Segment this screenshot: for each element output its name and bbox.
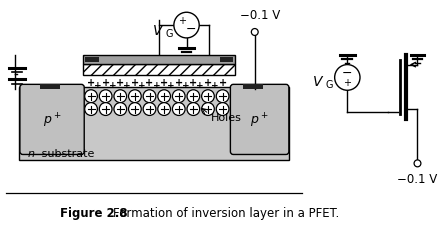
Bar xyxy=(83,56,235,64)
Text: +: + xyxy=(109,81,116,90)
Text: +: + xyxy=(152,81,160,90)
Text: +: + xyxy=(182,81,189,90)
Circle shape xyxy=(158,103,171,116)
Text: +: + xyxy=(145,78,153,88)
Text: $p^+$: $p^+$ xyxy=(43,111,61,129)
Circle shape xyxy=(202,103,214,116)
Text: +: + xyxy=(123,81,131,90)
Circle shape xyxy=(143,90,156,103)
Text: +: + xyxy=(178,16,186,26)
Text: −: − xyxy=(342,67,353,80)
Text: +: + xyxy=(102,78,110,88)
Circle shape xyxy=(187,90,200,103)
Text: +: + xyxy=(160,78,168,88)
Circle shape xyxy=(172,103,185,116)
Bar xyxy=(19,88,289,161)
FancyBboxPatch shape xyxy=(230,85,289,155)
Bar xyxy=(243,85,263,90)
Circle shape xyxy=(216,90,229,103)
Circle shape xyxy=(335,65,360,91)
Text: $V$: $V$ xyxy=(152,24,164,38)
Text: +: + xyxy=(204,78,212,88)
Text: G: G xyxy=(165,29,173,39)
Bar xyxy=(85,57,99,62)
Text: –substrate: –substrate xyxy=(37,149,95,159)
Circle shape xyxy=(99,103,112,116)
Text: +: + xyxy=(218,78,227,88)
Text: −0.1 V: −0.1 V xyxy=(240,9,280,22)
Text: $n$: $n$ xyxy=(27,149,35,159)
Text: $p^+$: $p^+$ xyxy=(250,111,269,129)
Circle shape xyxy=(187,103,200,116)
Circle shape xyxy=(129,103,141,116)
Text: $V$: $V$ xyxy=(312,75,324,89)
Bar xyxy=(40,85,60,90)
Circle shape xyxy=(174,13,199,39)
Circle shape xyxy=(85,90,97,103)
Text: Holes: Holes xyxy=(211,112,242,122)
Circle shape xyxy=(216,103,229,116)
Circle shape xyxy=(414,160,421,167)
Text: −0.1 V: −0.1 V xyxy=(397,172,438,185)
Circle shape xyxy=(202,90,214,103)
Text: +: + xyxy=(211,81,219,90)
Circle shape xyxy=(99,90,112,103)
FancyBboxPatch shape xyxy=(20,85,84,155)
Circle shape xyxy=(172,90,185,103)
Circle shape xyxy=(143,103,156,116)
Circle shape xyxy=(158,90,171,103)
Text: +: + xyxy=(343,78,351,88)
Text: +: + xyxy=(189,78,198,88)
Bar xyxy=(83,64,235,76)
Text: +: + xyxy=(196,81,204,90)
Circle shape xyxy=(251,29,258,36)
Circle shape xyxy=(129,90,141,103)
Text: Formation of inversion layer in a PFET.: Formation of inversion layer in a PFET. xyxy=(114,206,340,219)
Text: +: + xyxy=(138,81,145,90)
Text: −: − xyxy=(186,22,197,35)
Text: G: G xyxy=(326,80,333,90)
Text: +: + xyxy=(175,78,183,88)
Text: Figure 2.8: Figure 2.8 xyxy=(60,206,127,219)
Text: +: + xyxy=(116,78,124,88)
Text: +: + xyxy=(131,78,139,88)
Bar xyxy=(220,57,233,62)
Circle shape xyxy=(85,103,97,116)
Text: +: + xyxy=(94,81,102,90)
Circle shape xyxy=(114,90,126,103)
Text: +: + xyxy=(167,81,175,90)
Text: +: + xyxy=(87,78,95,88)
Circle shape xyxy=(114,103,126,116)
